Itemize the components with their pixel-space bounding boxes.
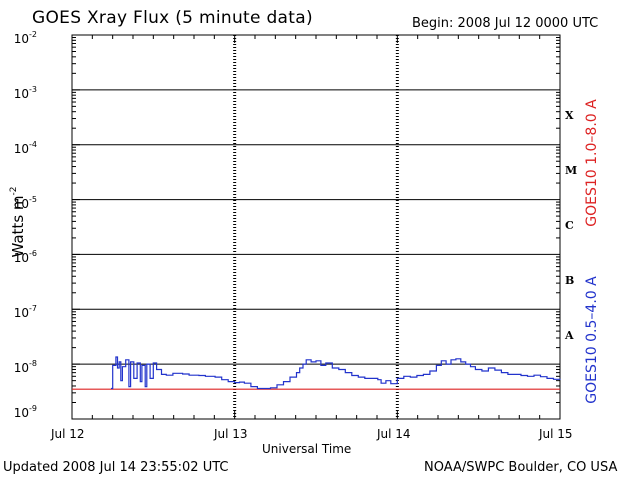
- x-tick-label: Jul 14: [377, 427, 411, 441]
- flare-class-label-m: M: [565, 164, 578, 177]
- begin-time: Begin: 2008 Jul 12 0000 UTC: [412, 16, 599, 31]
- x-axis-label: Universal Time: [262, 442, 352, 456]
- chart-title: GOES Xray Flux (5 minute data): [32, 8, 313, 28]
- y-tick-label: 10-6: [13, 249, 37, 265]
- y-tick-label: 10-4: [13, 140, 37, 156]
- y-tick-label: 10-8: [13, 359, 37, 375]
- flare-class-label-b: B: [565, 274, 575, 287]
- legend-long-channel: GOES10 1.0–8.0 A: [584, 99, 600, 227]
- flare-class-label-x: X: [565, 109, 574, 122]
- y-tick-label: 10-3: [13, 85, 37, 101]
- y-tick-label: 10-7: [13, 304, 37, 320]
- x-tick-label: Jul 15: [539, 427, 573, 441]
- flare-class-label-a: A: [565, 329, 574, 342]
- y-tick-label: 10-2: [13, 30, 37, 46]
- y-tick-label: 10-5: [13, 195, 37, 211]
- series-line-short-channel: [111, 356, 561, 390]
- credit-text: NOAA/SWPC Boulder, CO USA: [424, 460, 618, 475]
- updated-timestamp: Updated 2008 Jul 14 23:55:02 UTC: [3, 460, 229, 475]
- y-tick-label: 10-9: [13, 404, 37, 420]
- flare-class-label-c: C: [565, 219, 574, 232]
- legend-short-channel: GOES10 0.5–4.0 A: [584, 276, 600, 404]
- y-axis-label: Watts m-2: [9, 186, 27, 258]
- x-tick-label: Jul 13: [214, 427, 248, 441]
- x-tick-label: Jul 12: [51, 427, 85, 441]
